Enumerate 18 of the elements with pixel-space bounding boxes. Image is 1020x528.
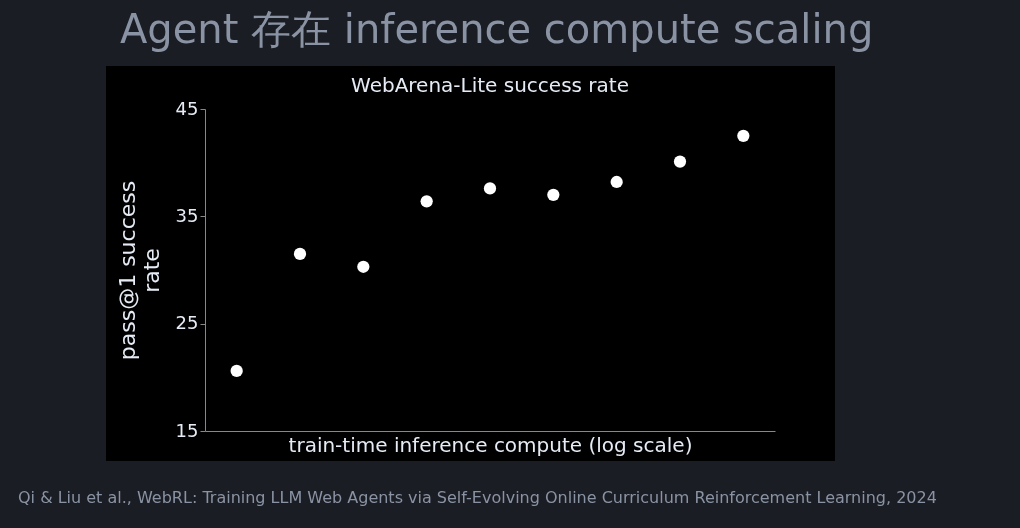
point bbox=[230, 364, 243, 378]
y-axis-title: pass@1 success rate bbox=[114, 180, 164, 361]
point bbox=[483, 182, 497, 195]
point bbox=[673, 155, 687, 168]
y-tick-label: 45 bbox=[175, 97, 199, 119]
y-tick-label: 35 bbox=[175, 204, 199, 226]
text: Qi & Liu et al., WebRL: Training LLM Web Agents via Self-Evolving Online Curriculum Reinforcement Learning, 2024 bbox=[18, 488, 937, 507]
y-tick-label: 25 bbox=[175, 312, 199, 334]
point bbox=[737, 129, 750, 142]
point bbox=[610, 175, 623, 189]
chart-subtitle: WebArena-Lite success rate bbox=[351, 73, 629, 97]
x-axis-title: train-time inference compute (log scale) bbox=[288, 432, 693, 457]
point bbox=[357, 260, 370, 273]
chart-title: Agent 存在 inference compute scaling bbox=[120, 5, 874, 54]
point bbox=[420, 195, 433, 208]
y-tick-label: 15 bbox=[175, 419, 199, 441]
point bbox=[293, 247, 307, 261]
point bbox=[547, 188, 560, 201]
